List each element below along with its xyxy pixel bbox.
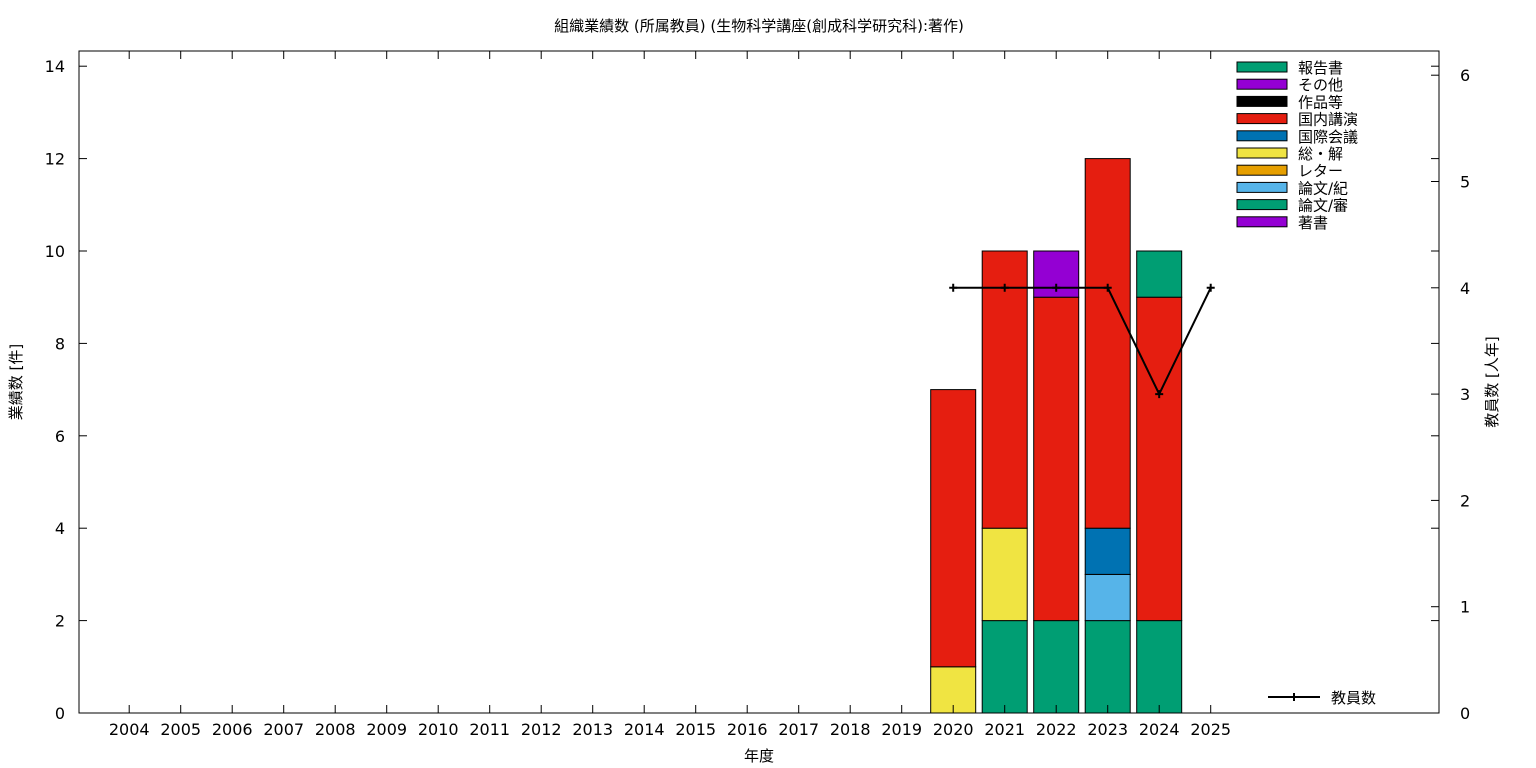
legend-swatch xyxy=(1236,78,1288,90)
line-point-marker xyxy=(949,283,958,292)
line-point-marker xyxy=(1155,390,1164,399)
legend-swatch xyxy=(1236,147,1288,159)
legend-swatch xyxy=(1236,95,1288,107)
y2-axis-label: 教員数 [人年] xyxy=(1483,336,1501,427)
y-tick-label: 0 xyxy=(55,704,65,723)
x-tick-label: 2020 xyxy=(933,720,974,739)
bar-segment xyxy=(1033,620,1080,714)
x-tick-label: 2014 xyxy=(624,720,665,739)
legend-label: 総・解 xyxy=(1298,145,1343,163)
bar-segment xyxy=(981,620,1028,714)
legend-label: 論文/紀 xyxy=(1298,179,1348,197)
y-tick-label: 14 xyxy=(45,57,65,76)
legend-label: その他 xyxy=(1298,76,1343,94)
bar-segment xyxy=(1136,296,1183,622)
legend-swatch xyxy=(1236,61,1288,73)
plot-frame xyxy=(78,50,1440,714)
legend-swatch xyxy=(1236,181,1288,193)
y-axis-label: 業績数 [件] xyxy=(7,344,25,420)
x-tick-label: 2010 xyxy=(418,720,459,739)
y-tick-label: 8 xyxy=(55,334,65,353)
chart-title: 組織業績数 (所属教員) (生物科学講座(創成科学研究科):著作) xyxy=(554,17,964,35)
x-tick-label: 2017 xyxy=(778,720,819,739)
y2-tick-label: 6 xyxy=(1460,66,1470,85)
legend-label: 著書 xyxy=(1298,214,1328,232)
legend-label: 報告書 xyxy=(1298,59,1343,77)
y2-tick-label: 3 xyxy=(1460,385,1470,404)
line-point-marker xyxy=(1000,283,1009,292)
legend-line-entry: 教員数 xyxy=(1268,689,1376,707)
x-tick-label: 2004 xyxy=(109,720,150,739)
bar-segment xyxy=(1136,620,1183,714)
x-tick-label: 2005 xyxy=(160,720,201,739)
legend-label: レター xyxy=(1298,162,1343,180)
x-tick-label: 2012 xyxy=(521,720,562,739)
bar-segment xyxy=(1084,620,1131,714)
bar-segment xyxy=(1084,573,1131,622)
x-tick-label: 2013 xyxy=(572,720,613,739)
y2-tick-label: 5 xyxy=(1460,173,1470,192)
x-tick-label: 2007 xyxy=(263,720,304,739)
x-tick-label: 2018 xyxy=(830,720,871,739)
x-tick-label: 2008 xyxy=(315,720,356,739)
legend-label: 論文/審 xyxy=(1298,197,1348,215)
bar-segment xyxy=(930,389,977,668)
x-tick-label: 2015 xyxy=(675,720,716,739)
y2-tick-label: 1 xyxy=(1460,598,1470,617)
legend-swatch xyxy=(1236,216,1288,228)
bar-segment xyxy=(981,527,1028,622)
bar-segment xyxy=(1136,250,1183,298)
bars xyxy=(930,158,1183,714)
x-tick-label: 2019 xyxy=(881,720,922,739)
x-axis-label: 年度 xyxy=(744,747,774,765)
x-tick-label: 2022 xyxy=(1036,720,1077,739)
legend-swatch xyxy=(1236,113,1288,125)
legend-label: 国際会議 xyxy=(1298,128,1358,146)
x-tick-label: 2025 xyxy=(1190,720,1231,739)
y-tick-label: 10 xyxy=(45,242,65,261)
y-tick-label: 6 xyxy=(55,427,65,446)
legend-line-label: 教員数 xyxy=(1331,689,1376,707)
legend-label: 国内講演 xyxy=(1298,111,1358,129)
legend-swatch xyxy=(1236,130,1288,142)
x-tick-label: 2016 xyxy=(727,720,768,739)
y2-tick-label: 4 xyxy=(1460,279,1470,298)
bar-segment xyxy=(981,250,1028,529)
legend-label: 作品等 xyxy=(1298,93,1343,111)
y2-tick-label: 2 xyxy=(1460,491,1470,510)
y2-tick-label: 0 xyxy=(1460,704,1470,723)
line-point-marker xyxy=(1052,283,1061,292)
x-tick-label: 2006 xyxy=(212,720,253,739)
line-series-path xyxy=(953,286,1212,397)
x-tick-label: 2024 xyxy=(1139,720,1180,739)
line-point-marker xyxy=(1206,283,1215,292)
bar-segment xyxy=(1084,158,1131,529)
y-tick-label: 4 xyxy=(55,519,65,538)
legend-swatch xyxy=(1236,199,1288,211)
line-layer xyxy=(949,283,1215,399)
x-tick-label: 2009 xyxy=(366,720,407,739)
bar-segment xyxy=(1033,296,1080,622)
legend-swatch xyxy=(1236,164,1288,176)
y-tick-label: 12 xyxy=(45,150,65,169)
line-point-marker xyxy=(1103,283,1112,292)
x-tick-label: 2011 xyxy=(469,720,510,739)
x-tick-label: 2023 xyxy=(1087,720,1128,739)
bar-segment xyxy=(1084,527,1131,575)
y-tick-label: 2 xyxy=(55,612,65,631)
x-tick-label: 2021 xyxy=(984,720,1025,739)
